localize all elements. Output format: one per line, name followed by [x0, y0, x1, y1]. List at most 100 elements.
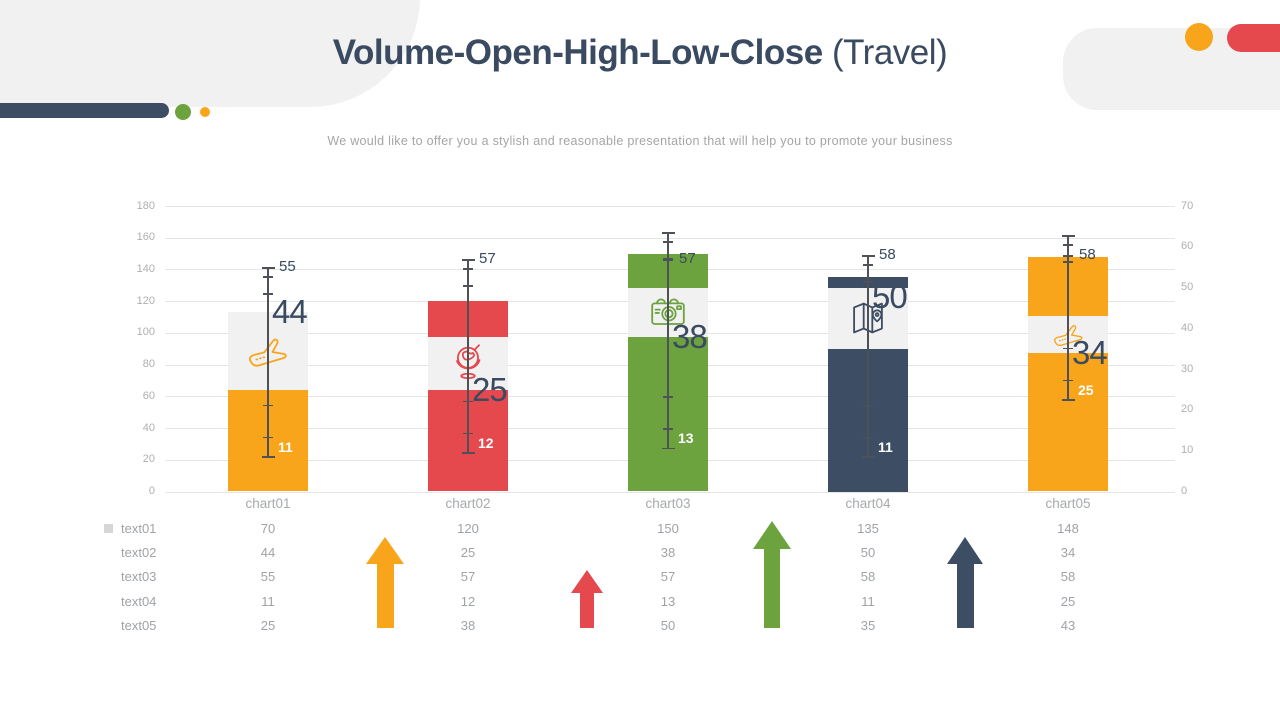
whisker-line-chart01 [267, 267, 269, 458]
cell-text01-chart01: 70 [260, 520, 276, 536]
cell-text04-chart01: 11 [261, 593, 275, 609]
low-label-chart02: 12 [478, 434, 494, 451]
whisker-line-chart02 [467, 259, 469, 454]
cell-text02-chart02: 25 [460, 545, 476, 560]
map-icon [853, 302, 883, 334]
high-label-chart02: 57 [479, 250, 496, 268]
legend-marker [104, 523, 113, 533]
category-label-chart05: chart05 [1045, 496, 1091, 511]
whisker-tick-chart02-0 [463, 268, 473, 270]
gridline-0 [165, 491, 1175, 493]
cell-text03-chart01: 55 [260, 569, 276, 585]
whisker-cap-bottom-chart05 [1061, 398, 1075, 401]
left-axis-label-80: 80 [142, 358, 155, 371]
table-row-label-text04: text04 [121, 593, 157, 609]
right-axis-label-20: 20 [1181, 403, 1194, 416]
left-axis-label-0: 0 [148, 485, 155, 497]
whisker-tick-chart02-1 [463, 285, 473, 287]
category-label-chart04: chart04 [845, 496, 891, 511]
whisker-cap-bottom-chart02 [461, 451, 475, 454]
high-label-chart04: 58 [879, 245, 896, 263]
up-arrow-orange [366, 537, 404, 628]
whisker-tick-chart05-1 [1063, 260, 1073, 263]
low-label-chart05: 25 [1078, 381, 1094, 398]
whisker-tick-chart04-0 [863, 263, 873, 266]
cell-text03-chart02: 57 [460, 569, 476, 585]
whisker-cap-top-chart04 [861, 254, 875, 257]
cell-text01-chart05: 148 [1057, 520, 1079, 536]
whisker-chart05 [1060, 234, 1076, 401]
subtitle: We would like to offer you a stylish and… [327, 134, 953, 148]
cell-text03-chart05: 58 [1060, 569, 1076, 585]
whisker-tick-chart04-2 [863, 404, 873, 407]
whisker-tick-chart01-1 [263, 293, 273, 295]
page-title: Volume-Open-High-Low-Close (Travel) [0, 33, 1280, 73]
decor-navy-pill [0, 103, 169, 118]
open-label-chart02: 25 [472, 370, 508, 408]
whisker-tick-chart03-3 [663, 428, 673, 431]
left-axis-label-100: 100 [136, 326, 155, 339]
table-row-label-text05: text05 [121, 617, 157, 633]
left-axis-label-180: 180 [136, 199, 155, 212]
table-row-label-text01: text01 [121, 520, 157, 536]
right-axis-label-40: 40 [1181, 321, 1194, 334]
decor-red-pill-top-right [1227, 24, 1280, 52]
whisker-tick-chart05-3 [1063, 379, 1073, 382]
whisker-cap-top-chart05 [1061, 234, 1075, 237]
whisker-tick-chart02-2 [463, 400, 473, 403]
high-label-chart03: 57 [679, 250, 696, 268]
cell-text02-chart01: 44 [260, 545, 276, 560]
decor-green-dot [175, 104, 191, 120]
up-arrow-navy [947, 537, 983, 628]
whisker-cap-top-chart01 [261, 267, 275, 269]
low-label-chart01: 11 [278, 438, 293, 455]
gridline-180 [165, 206, 1175, 207]
up-arrow-red-shaft [580, 593, 594, 628]
up-arrow-green-shaft [764, 549, 780, 628]
high-label-chart01: 55 [279, 258, 296, 276]
whisker-line-chart03 [667, 232, 669, 450]
right-axis-label-0: 0 [1181, 485, 1188, 497]
open-label-chart04: 50 [872, 287, 908, 310]
cell-text02-chart04: 50 [860, 545, 876, 560]
right-axis-label-50: 50 [1181, 281, 1194, 294]
whisker-tick-chart01-2 [263, 404, 273, 407]
whisker-tick-chart02-3 [463, 432, 473, 435]
table-row-label-text03: text03 [121, 569, 157, 585]
title-suffix: (Travel) [822, 33, 948, 72]
decor-orange-dot-top-right [1185, 23, 1213, 51]
whisker-line-chart05 [1067, 234, 1069, 401]
cell-text04-chart04: 11 [861, 593, 875, 609]
whisker-chart03 [660, 232, 676, 450]
cell-text05-chart01: 25 [260, 617, 276, 633]
cell-text05-chart03: 50 [660, 617, 676, 633]
whisker-tick-chart03-2 [663, 396, 673, 399]
up-arrow-navy-shaft [956, 564, 974, 628]
whisker-tick-chart03-4 [663, 259, 673, 261]
cell-text05-chart04: 35 [860, 617, 876, 633]
cell-text02-chart05: 34 [1060, 545, 1076, 560]
up-arrow-red-head [571, 570, 603, 593]
whisker-tick-chart05-2 [1063, 347, 1073, 350]
open-label-chart01: 44 [272, 293, 308, 331]
left-axis-label-40: 40 [142, 421, 155, 434]
cell-text04-chart02: 12 [460, 593, 476, 609]
whisker-cap-bottom-chart01 [261, 456, 275, 458]
cell-text01-chart02: 120 [457, 520, 479, 536]
category-label-chart02: chart02 [445, 496, 491, 511]
open-label-chart03: 38 [672, 317, 708, 355]
whisker-tick-chart05-4 [1063, 254, 1073, 257]
cell-text05-chart05: 43 [1060, 617, 1076, 633]
right-axis-label-10: 10 [1181, 444, 1194, 457]
whisker-chart04 [860, 254, 876, 458]
left-axis-label-20: 20 [142, 453, 155, 466]
table-row-label-text02: text02 [121, 545, 157, 560]
cell-text03-chart04: 58 [860, 569, 876, 585]
plane-icon [249, 338, 287, 367]
cell-text02-chart03: 38 [660, 545, 676, 560]
decor-blob-top-left [0, 0, 420, 107]
decor-orange-dot-left [200, 107, 210, 117]
whisker-chart02 [460, 259, 476, 454]
cell-text04-chart03: 13 [660, 593, 676, 609]
